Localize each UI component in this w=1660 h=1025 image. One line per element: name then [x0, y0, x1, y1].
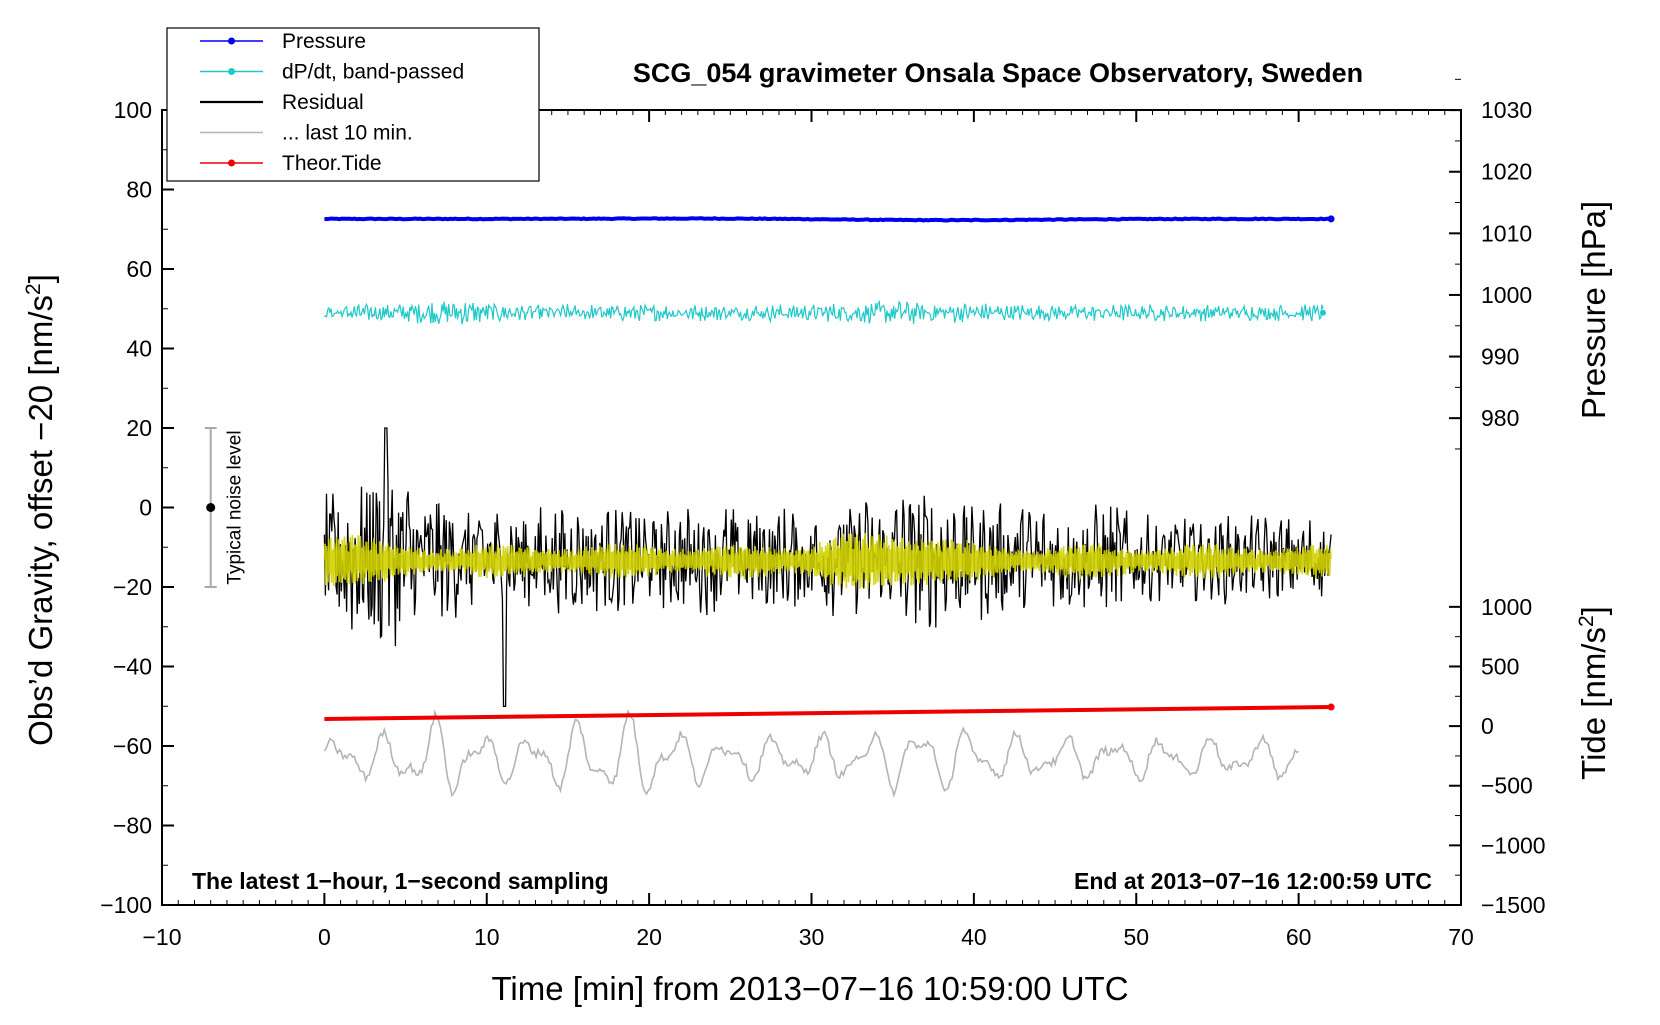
- pressure-tick-label: 1020: [1481, 159, 1532, 185]
- series-dpdt-line: [324, 299, 1324, 325]
- tide-tick-label: −1000: [1481, 832, 1546, 858]
- x-tick-label: −10: [142, 924, 181, 950]
- legend-label: ... last 10 min.: [282, 122, 413, 145]
- tide-tick-label: 500: [1481, 653, 1519, 679]
- minor-ticks: [162, 78, 1461, 905]
- tide-axis-label-sup: 2: [1575, 615, 1598, 627]
- x-tick-label: 20: [636, 924, 662, 950]
- legend-items: Pressure dP/dt, band-passed Residual ... la…: [200, 30, 464, 175]
- y-tick-label: 40: [126, 336, 152, 362]
- series-pressure-end-dot: [1327, 215, 1335, 223]
- legend-label: Theor.Tide: [282, 152, 382, 175]
- legend-label: dP/dt, band-passed: [282, 61, 464, 84]
- tide-tick-label: −500: [1481, 773, 1533, 799]
- x-tick-label: 0: [318, 924, 331, 950]
- legend-marker: [228, 159, 235, 167]
- tide-tick-label: 1000: [1481, 594, 1532, 620]
- series-yellow-band: [323, 532, 1332, 590]
- legend-label: Pressure: [282, 30, 366, 53]
- series-tide-end-dot: [1327, 703, 1335, 711]
- series-pressure-line: [324, 216, 1332, 223]
- series-last10-line: [323, 709, 1300, 799]
- y-tick-label: 0: [139, 495, 152, 521]
- y-tick-label: −40: [113, 654, 152, 680]
- y-tick-label: −60: [113, 733, 152, 759]
- y-axis-ticks: −100 −80 −60 −40 −20 0 20 40 60 80 100: [100, 97, 174, 918]
- legend-label: Residual: [282, 91, 364, 114]
- legend-marker: [228, 37, 235, 45]
- chart-title: SCG_054 gravimeter Onsala Space Observat…: [633, 58, 1363, 88]
- series-tide-line: [324, 705, 1332, 721]
- pressure-tick-label: 1000: [1481, 282, 1532, 308]
- tide-tick-label: 0: [1481, 713, 1494, 739]
- series-dpdt-end-dot: [1319, 309, 1326, 316]
- x-axis-ticks: −10 0 10 20 30 40 50 60 70: [142, 110, 1474, 950]
- y-tick-label: 100: [114, 97, 152, 123]
- pressure-tick-label: 990: [1481, 344, 1519, 370]
- x-axis-label: Time [min] from 2013−07−16 10:59:00 UTC: [491, 970, 1128, 1007]
- noise-level-bar: Typical noise level: [204, 427, 246, 588]
- pressure-tick-label: 980: [1481, 405, 1519, 431]
- y-tick-label: 60: [126, 256, 152, 282]
- annotation-sampling: The latest 1−hour, 1−second sampling: [192, 868, 609, 894]
- x-tick-label: 60: [1286, 924, 1312, 950]
- x-tick-label: 40: [961, 924, 987, 950]
- x-tick-label: 70: [1448, 924, 1474, 950]
- tide-axis-label-main: Tide [nm/s: [1575, 627, 1612, 780]
- y-axis-label-sup: 2: [22, 283, 45, 295]
- pressure-axis-ticks: 980 990 1000 1010 1020 1030: [1449, 97, 1532, 431]
- legend-box: [166, 27, 540, 182]
- tide-axis-ticks: −1500 −1000 −500 0 500 1000: [1449, 594, 1546, 918]
- x-tick-label: 10: [474, 924, 500, 950]
- y-axis-label-main: Obs’d Gravity, offset −20 [nm/s: [22, 295, 59, 746]
- legend-marker: [228, 68, 235, 75]
- tide-tick-label: −1500: [1481, 892, 1546, 918]
- tide-axis-label: Tide [nm/s2]: [1575, 606, 1612, 780]
- y-tick-label: 80: [126, 177, 152, 203]
- pressure-tick-label: 1010: [1481, 220, 1532, 246]
- noise-bar-label: Typical noise level: [225, 430, 246, 584]
- y-tick-label: −100: [100, 892, 152, 918]
- pressure-axis-label: Pressure [hPa]: [1575, 201, 1612, 419]
- annotation-end-time: End at 2013−07−16 12:00:59 UTC: [1074, 868, 1432, 894]
- y-axis-label-end: ]: [22, 274, 59, 283]
- pressure-tick-label: 1030: [1481, 97, 1532, 123]
- y-tick-label: 20: [126, 415, 152, 441]
- legend: Pressure dP/dt, band-passed Residual ... la…: [166, 27, 540, 182]
- x-tick-label: 50: [1123, 924, 1149, 950]
- x-tick-label: 30: [799, 924, 825, 950]
- tide-axis-label-end: ]: [1575, 606, 1612, 615]
- y-tick-label: −20: [113, 574, 152, 600]
- series-layer: [323, 215, 1335, 799]
- noise-bar-center-dot: [206, 503, 216, 512]
- y-axis-label: Obs’d Gravity, offset −20 [nm/s2]: [22, 274, 59, 746]
- plot-frame: [161, 109, 1462, 906]
- y-tick-label: −80: [113, 813, 152, 839]
